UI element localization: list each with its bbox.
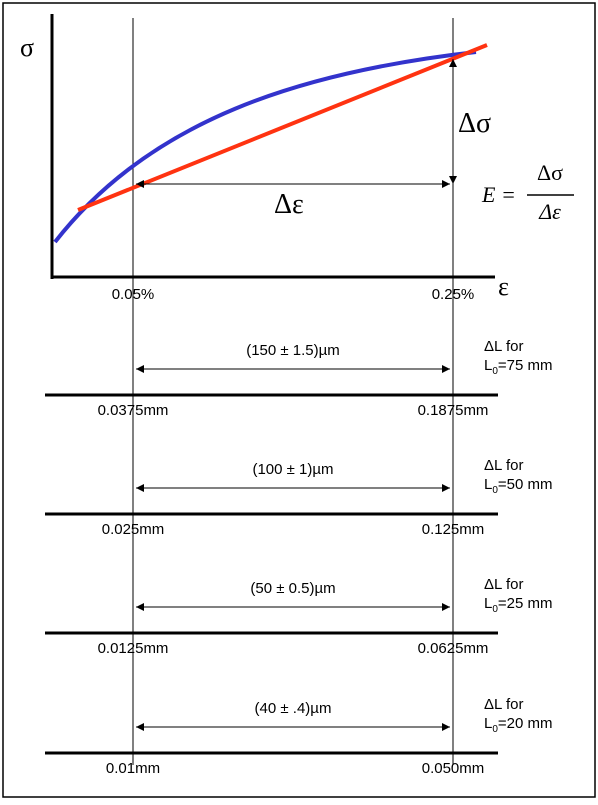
gauge-length-symbol: L (484, 357, 492, 374)
y-axis-symbol: σ (20, 33, 34, 62)
scale-gauge-length-label: L0=50 mm (484, 476, 553, 496)
scale-gauge-length-label: L0=20 mm (484, 715, 553, 735)
gauge-length-value: =25 mm (498, 595, 553, 612)
scale-left-value: 0.01mm (106, 760, 160, 777)
scale-gauge-length-label: L0=75 mm (484, 357, 553, 377)
scale-range-label: (100 ± 1)µm (252, 461, 333, 478)
extension-scale: (40 ± .4)µm 0.01mm 0.050mm ΔL for L0=20 mm (45, 696, 553, 777)
scale-right-value: 0.050mm (422, 760, 485, 777)
scale-delta-l-label: ΔL for (484, 576, 523, 593)
scale-range-label: (50 ± 0.5)µm (250, 580, 335, 597)
scale-delta-l-label: ΔL for (484, 338, 523, 355)
gauge-length-subscript: 0 (492, 604, 498, 615)
scale-right-value: 0.125mm (422, 521, 485, 538)
scale-range-label: (150 ± 1.5)µm (246, 342, 340, 359)
gauge-length-subscript: 0 (492, 485, 498, 496)
extension-scale: (150 ± 1.5)µm 0.0375mm 0.1875mm ΔL for L0=75… (45, 338, 553, 419)
formula-numerator: Δσ (537, 160, 563, 185)
scale-left-value: 0.0375mm (98, 402, 169, 419)
formula-denominator: Δε (538, 199, 561, 224)
scale-delta-l-label: ΔL for (484, 457, 523, 474)
scale-delta-l-label: ΔL for (484, 696, 523, 713)
scale-left-value: 0.025mm (102, 521, 165, 538)
formula-lhs: E = (481, 182, 516, 207)
gauge-length-value: =75 mm (498, 357, 553, 374)
scale-left-value: 0.0125mm (98, 640, 169, 657)
scale-right-value: 0.0625mm (418, 640, 489, 657)
x-axis-symbol: ε (498, 272, 509, 301)
extension-scale: (100 ± 1)µm 0.025mm 0.125mm ΔL for L0=50 mm (45, 457, 553, 538)
strain-start-label: 0.05% (112, 286, 155, 303)
stress-strain-curve (53, 50, 477, 244)
scale-right-value: 0.1875mm (418, 402, 489, 419)
extension-scale: (50 ± 0.5)µm 0.0125mm 0.0625mm ΔL for L0=25 … (45, 576, 553, 657)
strain-end-label: 0.25% (432, 286, 475, 303)
delta-sigma-label: Δσ (458, 108, 491, 139)
gauge-length-symbol: L (484, 715, 492, 732)
gauge-length-value: =50 mm (498, 476, 553, 493)
gauge-length-symbol: L (484, 476, 492, 493)
gauge-length-value: =20 mm (498, 715, 553, 732)
gauge-length-symbol: L (484, 595, 492, 612)
scale-range-label: (40 ± .4)µm (255, 700, 332, 717)
delta-epsilon-label: Δε (274, 189, 304, 220)
secant-line (77, 43, 488, 212)
gauge-length-subscript: 0 (492, 724, 498, 735)
scale-gauge-length-label: L0=25 mm (484, 595, 553, 615)
gauge-length-subscript: 0 (492, 366, 498, 377)
